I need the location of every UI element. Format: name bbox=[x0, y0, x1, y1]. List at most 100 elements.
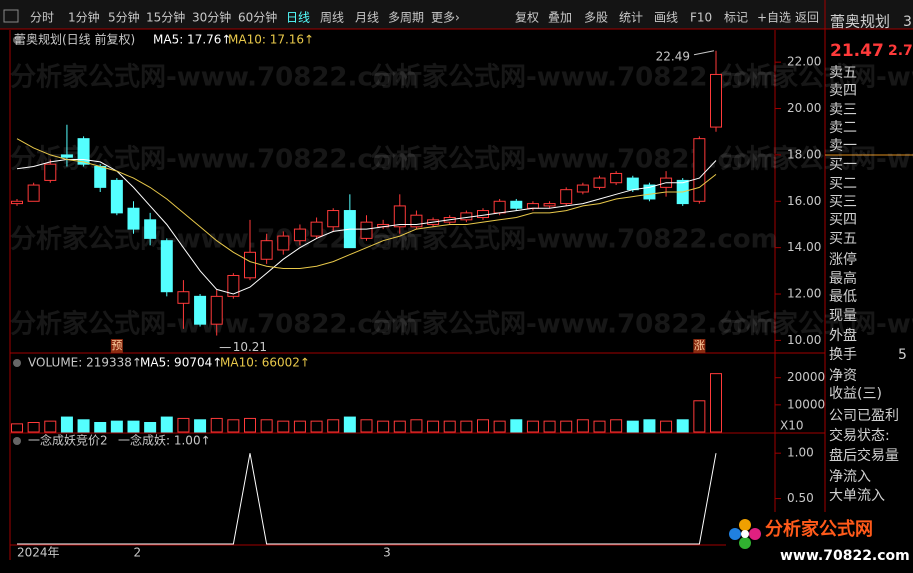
candle-body bbox=[160, 240, 173, 293]
volume-bar bbox=[227, 419, 240, 433]
ma-line bbox=[16, 159, 717, 295]
quote-label: 最高 bbox=[829, 270, 857, 287]
y-tick-label: 10.00 bbox=[787, 333, 821, 347]
toolbar-button[interactable]: 返回 bbox=[795, 11, 819, 25]
toolbar-tab[interactable]: 月线 bbox=[355, 11, 379, 25]
quote-label: 最低 bbox=[829, 289, 857, 305]
quote-label: 卖一 bbox=[829, 138, 857, 154]
toolbar-tab[interactable]: 多周期 bbox=[388, 11, 424, 25]
quote-label: 买二 bbox=[829, 176, 857, 192]
volume-bar bbox=[327, 419, 340, 433]
volume-bar bbox=[410, 419, 423, 433]
volume-bar bbox=[60, 416, 73, 433]
indicator-line bbox=[17, 453, 717, 545]
volume-bar bbox=[443, 420, 456, 433]
toolbar-tab[interactable]: 5分钟 bbox=[108, 10, 140, 25]
candle-body bbox=[360, 221, 373, 239]
watermark: 分析家公式网-www.70822.com bbox=[10, 224, 418, 255]
toolbar-tab[interactable]: 更多› bbox=[431, 11, 460, 25]
volume-bar bbox=[676, 419, 689, 433]
candle-body bbox=[626, 177, 639, 191]
high-annotation: 22.49 bbox=[656, 49, 690, 63]
volume-bar bbox=[493, 420, 506, 433]
volume-bar bbox=[94, 422, 107, 433]
volume-bar bbox=[127, 420, 140, 433]
panel-icon[interactable] bbox=[13, 437, 21, 445]
unit-label: X10 bbox=[780, 419, 804, 433]
candle-body bbox=[693, 138, 706, 202]
logo-url: www.70822.com bbox=[780, 548, 910, 564]
candle-body bbox=[94, 165, 107, 188]
toolbar-tab[interactable]: 15分钟 bbox=[146, 10, 185, 25]
candle-body bbox=[260, 240, 273, 260]
x-tick-label: 2024年 bbox=[17, 546, 60, 560]
watermark: 分析家公式网-www.70822.com bbox=[370, 224, 778, 255]
signal-label: 预 bbox=[111, 339, 122, 352]
toolbar-button[interactable]: 统计 bbox=[619, 11, 643, 25]
toolbar-button[interactable]: 复权 bbox=[515, 11, 539, 25]
candle-body bbox=[177, 291, 190, 304]
volume-bar bbox=[643, 419, 656, 433]
watermark: 分析家公式网-www.70822.com bbox=[720, 309, 913, 340]
signal-box bbox=[110, 339, 123, 353]
candle-body bbox=[194, 295, 207, 325]
candle-body bbox=[610, 172, 623, 184]
toolbar-button[interactable]: 标记 bbox=[724, 11, 748, 25]
legend-entry: 一念成妖: 1.00↑ bbox=[118, 433, 211, 448]
volume-bar bbox=[310, 420, 323, 433]
volume-bar bbox=[593, 420, 606, 433]
y-tick-label: 18.00 bbox=[787, 147, 821, 161]
panel-icon[interactable] bbox=[13, 36, 21, 44]
volume-bar bbox=[526, 420, 539, 433]
quote-label: 买四 bbox=[829, 212, 857, 228]
y-tick-label: 20.00 bbox=[787, 101, 821, 115]
panel-icon[interactable] bbox=[13, 359, 21, 367]
volume-bar bbox=[27, 422, 40, 433]
toolbar-tab[interactable]: 分时 bbox=[30, 11, 54, 25]
toolbar-tab[interactable]: 60分钟 bbox=[238, 10, 277, 25]
y-tick-label: 12.00 bbox=[787, 287, 821, 301]
legend-entry: MA5: 17.76↑ bbox=[153, 33, 231, 47]
volume-bar bbox=[626, 420, 639, 433]
watermark: 分析家公式网-www.70822.com bbox=[370, 309, 778, 340]
candle-body bbox=[144, 219, 157, 239]
volume-bar bbox=[576, 419, 589, 433]
watermark: 分析家公式网-www.70822.com bbox=[720, 62, 913, 93]
volume-bar bbox=[610, 419, 623, 433]
toolbar-button[interactable]: 多股 bbox=[584, 11, 608, 25]
y-tick-label: 1.00 bbox=[787, 446, 814, 460]
candle-body bbox=[244, 251, 256, 279]
volume-bar bbox=[194, 419, 207, 433]
toolbar-button[interactable]: +自选 bbox=[757, 11, 791, 25]
change: 2.7 bbox=[888, 43, 913, 59]
volume-bar bbox=[144, 422, 157, 433]
menu-icon[interactable] bbox=[3, 9, 19, 23]
toolbar-button[interactable]: 画线 bbox=[654, 11, 678, 25]
volume-bar bbox=[177, 417, 190, 433]
toolbar-tab[interactable]: 1分钟 bbox=[68, 10, 100, 25]
volume-bar bbox=[260, 419, 273, 433]
volume-bar bbox=[11, 423, 23, 433]
volume-bar bbox=[477, 419, 489, 433]
logo-box bbox=[726, 512, 913, 573]
quote-label: 外盘 bbox=[829, 327, 857, 344]
toolbar-button[interactable]: 叠加 bbox=[548, 11, 572, 25]
volume-bar bbox=[343, 416, 356, 433]
toolbar-tab[interactable]: 30分钟 bbox=[192, 10, 231, 25]
turnover: 5 bbox=[898, 347, 907, 363]
quote-label: 净资 bbox=[829, 368, 857, 384]
quote-label: 卖五 bbox=[829, 65, 857, 81]
quote-label: 卖二 bbox=[829, 120, 857, 136]
toolbar-tab[interactable]: 日线 bbox=[286, 11, 310, 25]
candle-body bbox=[127, 207, 140, 230]
x-tick-label: 3 bbox=[383, 546, 391, 560]
candle-body bbox=[410, 214, 423, 228]
stock-name: 蕾奥规划 bbox=[830, 13, 890, 31]
stock-code: 3 bbox=[903, 14, 912, 30]
toolbar-tab[interactable]: 周线 bbox=[320, 11, 344, 25]
toolbar-button[interactable]: F10 bbox=[690, 11, 712, 25]
volume-bar bbox=[510, 419, 523, 433]
y-tick-label: 0.50 bbox=[787, 491, 814, 505]
quote-label: 大单流入 bbox=[829, 488, 885, 504]
